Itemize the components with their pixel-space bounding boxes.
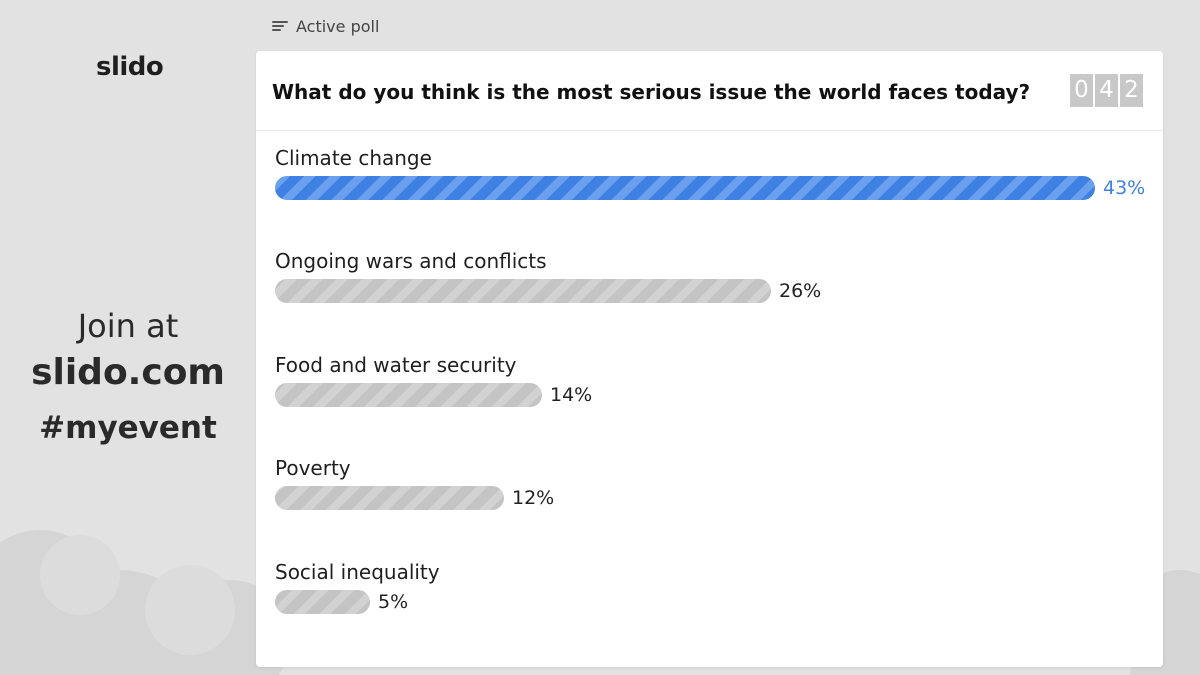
poll-question: What do you think is the most serious is… [272, 80, 1031, 104]
event-code: #myevent [39, 410, 217, 446]
counter-digit: 4 [1095, 74, 1118, 107]
result-bar [275, 486, 504, 510]
active-poll-header: Active poll [272, 14, 379, 38]
result-bar [275, 176, 1095, 200]
counter-digit: 0 [1070, 74, 1093, 107]
result-bar [275, 383, 542, 407]
slido-logo: slido [96, 52, 164, 82]
poll-card: What do you think is the most serious is… [256, 51, 1163, 667]
poll-option: Poverty 12% [275, 456, 1155, 526]
participant-counter: 0 4 2 [1070, 74, 1143, 107]
poll-option: Social inequality 5% [275, 560, 1155, 630]
poll-option: Climate change 43% [275, 146, 1155, 216]
join-url: slido.com [31, 352, 225, 393]
join-instructions: Join at slido.com #myevent [0, 306, 256, 456]
poll-option: Ongoing wars and conflicts 26% [275, 249, 1155, 319]
result-bar [275, 279, 771, 303]
result-bar [275, 590, 370, 614]
option-percent: 14% [550, 384, 593, 406]
option-label: Climate change [275, 146, 432, 170]
join-at-text: Join at [77, 307, 179, 345]
poll-header: What do you think is the most serious is… [256, 51, 1163, 131]
counter-digit: 2 [1120, 74, 1143, 107]
list-icon [272, 20, 288, 32]
option-percent: 5% [378, 591, 409, 613]
poll-option: Food and water security 14% [275, 353, 1155, 423]
active-poll-label: Active poll [296, 16, 380, 36]
option-percent: 43% [1103, 177, 1146, 199]
option-label: Poverty [275, 456, 351, 480]
option-label: Ongoing wars and conflicts [275, 249, 547, 273]
option-label: Food and water security [275, 353, 517, 377]
option-percent: 26% [779, 280, 822, 302]
option-label: Social inequality [275, 560, 440, 584]
option-percent: 12% [512, 487, 555, 509]
